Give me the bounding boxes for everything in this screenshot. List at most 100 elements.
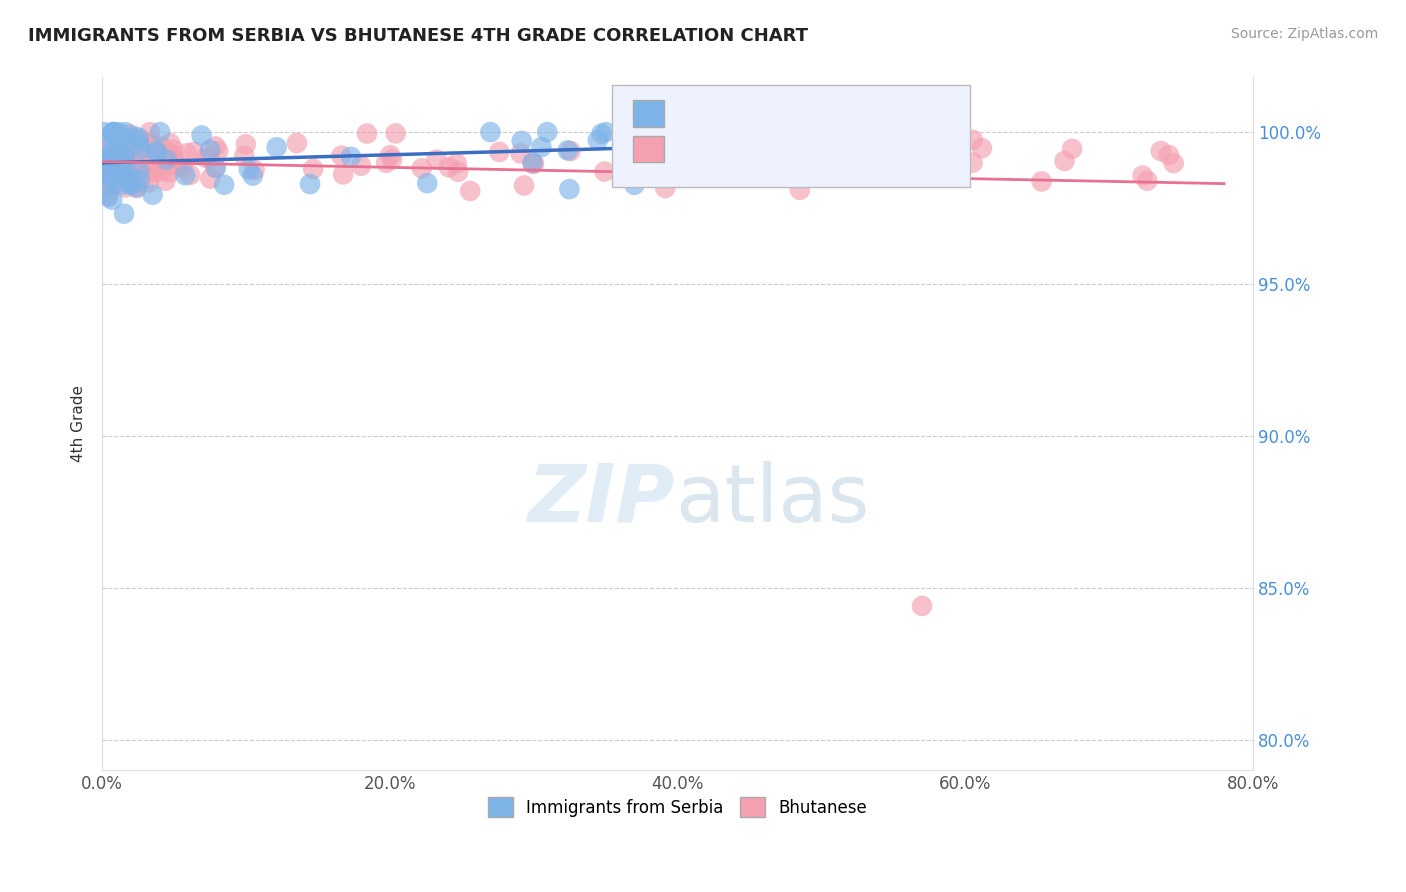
Point: [93, 166, 115, 180]
Point: [125, 181, 148, 195]
Point: [107, 166, 129, 180]
Point: [114, 180, 136, 194]
Point: [141, 135, 163, 149]
Point: [509, 146, 531, 161]
Point: [416, 176, 439, 190]
Point: [266, 140, 288, 154]
Point: [98, 151, 121, 165]
Point: [159, 136, 181, 150]
Point: [162, 143, 184, 157]
Point: [155, 153, 177, 167]
Point: [243, 163, 266, 178]
Point: [118, 176, 141, 190]
Point: [101, 146, 124, 161]
Point: [110, 146, 132, 161]
Point: [94, 161, 117, 175]
Point: [654, 181, 676, 195]
Point: [97, 190, 120, 204]
Point: [350, 159, 373, 173]
Point: [523, 156, 546, 170]
Point: [118, 173, 141, 187]
Point: [190, 128, 212, 143]
Y-axis label: 4th Grade: 4th Grade: [72, 385, 86, 462]
Point: [375, 156, 398, 170]
Point: [110, 156, 132, 170]
Point: [1157, 148, 1180, 162]
Point: [96, 134, 118, 148]
Point: [426, 153, 449, 167]
Point: [103, 145, 125, 159]
Point: [693, 156, 716, 170]
Text: N = 116: N = 116: [823, 141, 897, 159]
Point: [118, 174, 141, 188]
Point: [94, 158, 117, 172]
Point: [174, 168, 197, 182]
Point: [613, 144, 636, 158]
Point: [1062, 142, 1084, 156]
Point: [299, 177, 322, 191]
Point: [479, 125, 502, 139]
Point: [136, 136, 159, 151]
Point: [98, 143, 121, 157]
Point: [112, 207, 135, 221]
Point: [150, 153, 173, 167]
Point: [157, 165, 180, 179]
Point: [150, 139, 173, 153]
Point: [783, 134, 806, 148]
Point: [93, 125, 115, 139]
Point: [108, 142, 131, 156]
Point: [103, 125, 125, 139]
Point: [586, 133, 609, 147]
Point: [1150, 144, 1173, 158]
Point: [103, 176, 125, 190]
Point: [112, 150, 135, 164]
Point: [103, 145, 125, 159]
Point: [107, 167, 129, 181]
Point: [332, 168, 354, 182]
Point: [411, 161, 433, 176]
Point: [111, 178, 134, 192]
Point: [207, 144, 229, 158]
Point: [162, 154, 184, 169]
Point: [591, 127, 613, 141]
Point: [166, 158, 188, 172]
Point: [233, 149, 256, 163]
Point: [145, 144, 167, 158]
Text: N = 79: N = 79: [823, 105, 886, 123]
Point: [970, 141, 993, 155]
Point: [94, 181, 117, 195]
Point: [172, 161, 194, 175]
Point: [101, 178, 124, 192]
Point: [1136, 174, 1159, 188]
Point: [149, 125, 172, 139]
Point: [139, 125, 162, 139]
Point: [962, 133, 984, 147]
Point: [513, 178, 536, 193]
Point: [122, 177, 145, 191]
Point: [120, 173, 142, 187]
Point: [651, 125, 673, 139]
Point: [97, 188, 120, 202]
Point: [120, 172, 142, 186]
Point: [96, 145, 118, 160]
Point: [195, 151, 218, 165]
Point: [595, 125, 617, 139]
Point: [101, 125, 124, 139]
Point: [155, 174, 177, 188]
Point: [447, 165, 470, 179]
Point: [437, 160, 460, 174]
Point: [120, 178, 142, 192]
Point: [93, 155, 115, 169]
Point: [101, 193, 124, 207]
Point: [118, 127, 141, 141]
Point: [446, 156, 468, 170]
Point: [118, 140, 141, 154]
Point: [125, 180, 148, 194]
Point: [128, 131, 150, 145]
Point: [356, 127, 378, 141]
Text: R = 0.369: R = 0.369: [675, 105, 765, 123]
Point: [160, 147, 183, 161]
Point: [111, 155, 134, 169]
Point: [128, 161, 150, 176]
Point: [205, 161, 228, 175]
